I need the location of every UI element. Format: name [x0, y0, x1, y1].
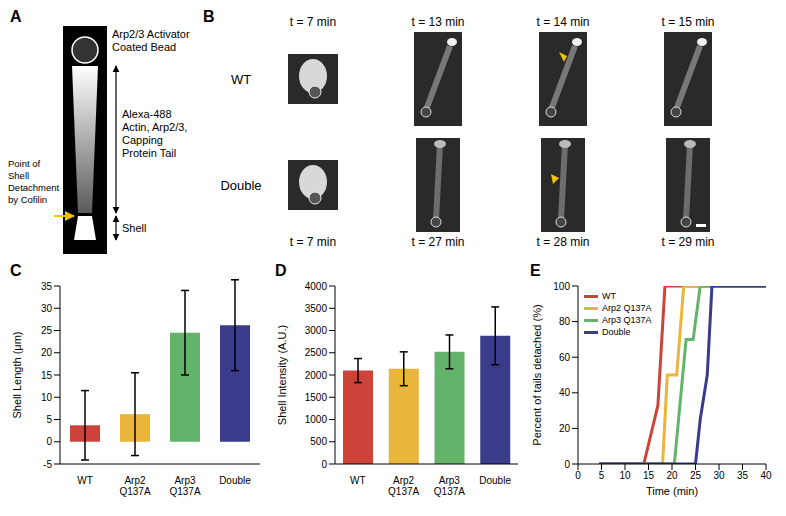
svg-text:Shell Intensity (A.U.): Shell Intensity (A.U.)	[276, 325, 288, 425]
svg-text:Double: Double	[479, 475, 511, 486]
html-text:Alexa-488 Actin, Arp2/3, Cappi: Alexa-488 Actin, Arp2/3, Capping Protein…	[122, 108, 188, 159]
html-text:Shell: Shell	[122, 222, 147, 234]
svg-text:Shell Length (μm): Shell Length (μm)	[11, 331, 23, 418]
svg-text:Arp2Q137A: Arp2Q137A	[119, 475, 150, 497]
html-text:Arp2/3 Activator Coated Bead: Arp2/3 Activator Coated Bead	[112, 28, 190, 53]
svg-text:4000: 4000	[305, 281, 328, 292]
svg-text:10: 10	[619, 470, 631, 481]
svg-text:10: 10	[41, 392, 53, 403]
svg-text:20: 20	[41, 347, 53, 358]
svg-text:3000: 3000	[305, 325, 328, 336]
svg-text:35: 35	[41, 281, 53, 292]
svg-text:t = 7 min: t = 7 min	[290, 235, 336, 249]
html-text:Arp3 Q137A: Arp3 Q137A	[602, 315, 652, 325]
svg-text:Double: Double	[220, 178, 261, 193]
svg-text:0: 0	[564, 459, 570, 470]
svg-text:0: 0	[575, 470, 581, 481]
svg-text:0: 0	[46, 436, 52, 447]
svg-text:t = 14 min: t = 14 min	[536, 15, 589, 29]
svg-text:15: 15	[41, 370, 53, 381]
svg-text:Double: Double	[219, 475, 251, 486]
svg-text:WT: WT	[77, 475, 93, 486]
svg-text:1000: 1000	[305, 414, 328, 425]
svg-text:5: 5	[46, 414, 52, 425]
svg-text:80: 80	[559, 316, 571, 327]
svg-text:40: 40	[760, 470, 772, 481]
svg-text:25: 25	[690, 470, 702, 481]
svg-text:-5: -5	[43, 459, 52, 470]
svg-text:Time (min): Time (min)	[646, 485, 698, 497]
svg-text:1500: 1500	[305, 392, 328, 403]
html-text:Double: Double	[602, 327, 631, 337]
svg-text:100: 100	[553, 281, 570, 292]
svg-text:WT: WT	[350, 475, 366, 486]
html-text:Point of Shell Detachment by C: Point of Shell Detachment by Cofilin	[8, 158, 60, 205]
svg-text:Arp3Q137A: Arp3Q137A	[169, 475, 200, 497]
svg-text:Arp2Q137A: Arp2Q137A	[388, 475, 419, 497]
svg-text:15: 15	[643, 470, 655, 481]
svg-text:25: 25	[41, 325, 53, 336]
html-text:Arp2 Q137A: Arp2 Q137A	[602, 303, 652, 313]
html-text:WT: WT	[602, 291, 616, 301]
html-text:C: C	[10, 262, 22, 279]
svg-text:500: 500	[310, 436, 327, 447]
svg-text:2000: 2000	[305, 370, 328, 381]
svg-text:20: 20	[559, 423, 571, 434]
svg-text:t = 27 min: t = 27 min	[411, 235, 464, 249]
svg-text:t = 28 min: t = 28 min	[536, 235, 589, 249]
svg-text:30: 30	[713, 470, 725, 481]
svg-text:35: 35	[737, 470, 749, 481]
svg-text:Percent of tails detached (%): Percent of tails detached (%)	[531, 304, 543, 445]
svg-text:40: 40	[559, 387, 571, 398]
svg-text:3500: 3500	[305, 303, 328, 314]
svg-text:t = 13 min: t = 13 min	[411, 15, 464, 29]
svg-text:WT: WT	[231, 72, 251, 87]
html-text:D: D	[275, 262, 287, 279]
svg-text:2500: 2500	[305, 347, 328, 358]
html-text:B: B	[203, 8, 215, 25]
svg-text:t = 7 min: t = 7 min	[290, 15, 336, 29]
svg-text:Arp3Q137A: Arp3Q137A	[434, 475, 465, 497]
html-text:E: E	[530, 262, 541, 279]
svg-text:t = 15 min: t = 15 min	[661, 15, 714, 29]
html-text:A: A	[10, 8, 22, 25]
svg-text:30: 30	[41, 303, 53, 314]
svg-text:0: 0	[321, 459, 327, 470]
svg-text:60: 60	[559, 352, 571, 363]
svg-text:t = 29 min: t = 29 min	[661, 235, 714, 249]
svg-text:5: 5	[599, 470, 605, 481]
svg-text:20: 20	[666, 470, 678, 481]
